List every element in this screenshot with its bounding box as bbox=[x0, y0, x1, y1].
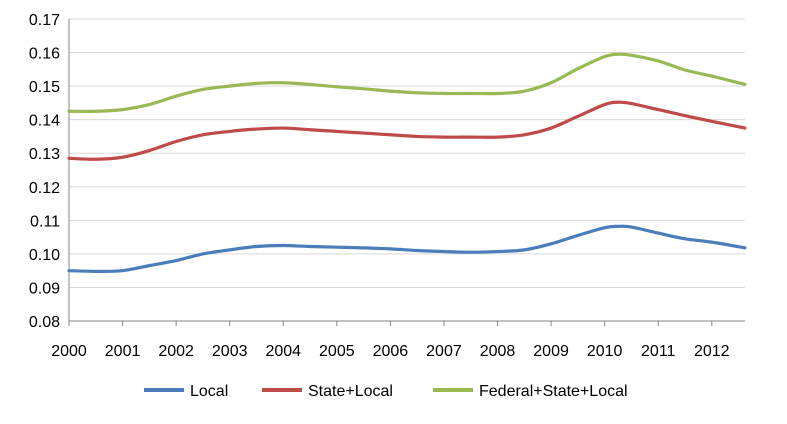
series-line-state-local bbox=[67, 100, 747, 161]
x-tick-label: 2004 bbox=[265, 343, 301, 360]
series-line-local bbox=[67, 224, 747, 273]
x-tick-label: 2008 bbox=[480, 343, 516, 360]
x-tick-label: 2007 bbox=[426, 343, 462, 360]
legend-label-federal-state-local: Federal+State+Local bbox=[479, 383, 628, 400]
x-tick-label: 2003 bbox=[212, 343, 248, 360]
x-tick-label: 2001 bbox=[105, 343, 141, 360]
y-axis-tick-labels: 0.08 0.09 0.10 0.11 0.12 0.13 0.14 0.15 0.16 0.17 bbox=[29, 12, 60, 331]
x-tick-label: 2011 bbox=[641, 343, 676, 360]
x-tick-label: 2005 bbox=[319, 343, 355, 360]
gridlines bbox=[69, 18, 745, 288]
series-lines bbox=[67, 52, 747, 273]
y-tick-label: 0.11 bbox=[30, 213, 60, 230]
y-tick-label: 0.14 bbox=[29, 113, 60, 130]
y-tick-label: 0.17 bbox=[29, 12, 60, 29]
y-tick-label: 0.16 bbox=[29, 46, 60, 63]
legend-label-state-local: State+Local bbox=[308, 383, 393, 400]
x-tick-label: 2009 bbox=[533, 343, 569, 360]
x-tick-label: 2006 bbox=[373, 343, 409, 360]
y-tick-label: 0.12 bbox=[29, 180, 60, 197]
series-line-federal-state-local bbox=[67, 52, 747, 114]
y-tick-label: 0.15 bbox=[29, 79, 60, 96]
y-tick-label: 0.09 bbox=[29, 280, 60, 297]
y-tick-label: 0.08 bbox=[29, 314, 60, 331]
x-axis-tick-labels: 2000 2001 2002 2003 2004 2005 2006 2007 2008 2009… bbox=[51, 343, 729, 360]
axes bbox=[68, 19, 745, 326]
legend: Local State+Local Federal+State+Local bbox=[144, 383, 628, 400]
x-tick-label: 2000 bbox=[51, 343, 87, 360]
x-tick-label: 2012 bbox=[694, 343, 730, 360]
y-tick-label: 0.10 bbox=[29, 247, 60, 264]
x-tick-label: 2010 bbox=[587, 343, 623, 360]
x-tick-label: 2002 bbox=[158, 343, 194, 360]
legend-label-local: Local bbox=[190, 383, 228, 400]
y-tick-label: 0.13 bbox=[29, 146, 60, 163]
